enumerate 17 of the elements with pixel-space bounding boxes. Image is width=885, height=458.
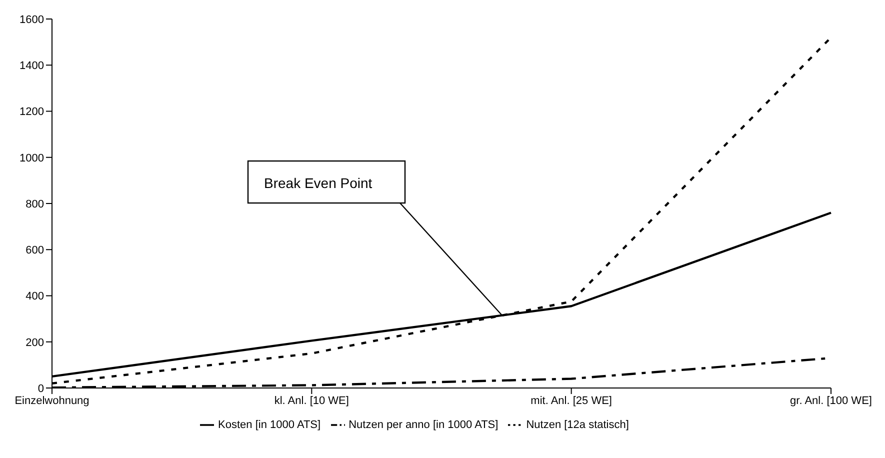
y-tick-label: 0	[38, 382, 44, 395]
x-tick-label: Einzelwohnung	[14, 394, 90, 407]
y-tick-label: 200	[26, 336, 44, 349]
legend-label: Nutzen per anno [in 1000 ATS]	[348, 418, 498, 431]
y-tick-label: 1000	[20, 152, 44, 164]
y-tick-label: 1200	[20, 106, 44, 118]
legend-label: Nutzen [12a statisch]	[526, 418, 629, 431]
x-tick-label: mit. Anl. [25 WE]	[530, 394, 612, 407]
y-tick-label: 600	[26, 244, 44, 257]
annotation: Break Even Point	[264, 175, 372, 191]
y-tick-label: 400	[26, 290, 44, 303]
x-tick-label: gr. Anl. [100 WE]	[790, 394, 872, 407]
legend-label: Kosten [in 1000 ATS]	[218, 418, 321, 431]
y-tick-label: 800	[26, 198, 44, 210]
x-tick-label: kl. Anl. [10 WE]	[274, 394, 349, 407]
y-tick-label: 1400	[20, 60, 44, 72]
y-tick-label: 1600	[20, 14, 44, 26]
